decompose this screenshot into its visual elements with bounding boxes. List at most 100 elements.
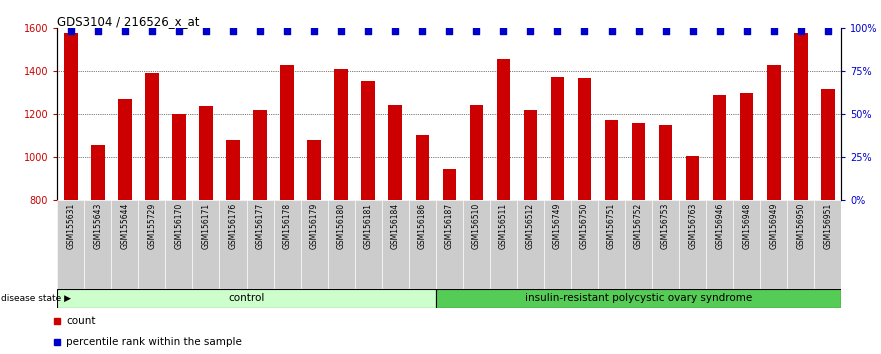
Point <box>307 28 322 34</box>
Bar <box>57 200 85 289</box>
Point <box>280 28 294 34</box>
Bar <box>497 59 510 200</box>
Text: disease state ▶: disease state ▶ <box>1 294 71 303</box>
Bar <box>788 200 814 289</box>
Point <box>144 28 159 34</box>
Text: GSM156511: GSM156511 <box>499 202 507 249</box>
Text: GDS3104 / 216526_x_at: GDS3104 / 216526_x_at <box>57 15 200 28</box>
Point <box>253 28 267 34</box>
Text: GSM156750: GSM156750 <box>580 202 589 249</box>
Bar <box>111 200 138 289</box>
Bar <box>91 145 105 200</box>
Text: insulin-resistant polycystic ovary syndrome: insulin-resistant polycystic ovary syndr… <box>525 293 752 303</box>
Text: percentile rank within the sample: percentile rank within the sample <box>66 337 242 348</box>
Bar <box>226 140 240 200</box>
Text: GSM156170: GSM156170 <box>174 202 183 249</box>
Bar <box>625 200 652 289</box>
Bar <box>713 95 727 200</box>
Bar <box>760 200 788 289</box>
Point <box>523 28 537 34</box>
Bar <box>652 200 679 289</box>
Bar <box>659 125 672 200</box>
Bar <box>118 99 131 200</box>
Bar <box>145 73 159 200</box>
Text: GSM156948: GSM156948 <box>742 202 751 249</box>
Bar <box>490 200 517 289</box>
Bar <box>686 156 700 200</box>
Text: GSM156512: GSM156512 <box>526 202 535 249</box>
Bar <box>463 200 490 289</box>
Text: GSM156184: GSM156184 <box>391 202 400 249</box>
Point <box>118 28 132 34</box>
Bar <box>632 123 645 200</box>
Bar <box>199 105 212 200</box>
Point <box>496 28 510 34</box>
Bar <box>355 200 381 289</box>
Bar <box>598 200 625 289</box>
Point <box>577 28 591 34</box>
Text: GSM156753: GSM156753 <box>661 202 670 249</box>
Point <box>766 28 781 34</box>
Bar <box>166 200 192 289</box>
Text: GSM155644: GSM155644 <box>121 202 130 249</box>
Text: GSM156181: GSM156181 <box>364 202 373 249</box>
Text: GSM156946: GSM156946 <box>715 202 724 249</box>
Bar <box>470 104 483 200</box>
Bar <box>794 33 808 200</box>
Bar <box>361 81 375 200</box>
Point <box>91 28 105 34</box>
Bar <box>767 65 781 200</box>
Point <box>172 28 186 34</box>
Bar <box>517 200 544 289</box>
Bar <box>442 169 456 200</box>
Bar <box>436 200 463 289</box>
Bar <box>64 33 78 200</box>
Text: GSM156177: GSM156177 <box>255 202 264 249</box>
Point <box>415 28 429 34</box>
Point <box>713 28 727 34</box>
Text: GSM155631: GSM155631 <box>66 202 75 249</box>
Point <box>63 28 78 34</box>
Bar <box>740 93 753 200</box>
Bar <box>733 200 760 289</box>
Bar <box>85 200 111 289</box>
Text: GSM155729: GSM155729 <box>147 202 157 249</box>
Bar <box>254 110 267 200</box>
Point <box>740 28 754 34</box>
Bar <box>328 200 355 289</box>
Bar <box>551 76 564 200</box>
Bar <box>381 200 409 289</box>
Bar <box>57 289 436 308</box>
Text: GSM156751: GSM156751 <box>607 202 616 249</box>
Bar <box>172 114 186 200</box>
Text: GSM156186: GSM156186 <box>418 202 426 249</box>
Text: GSM155643: GSM155643 <box>93 202 102 249</box>
Bar <box>814 200 841 289</box>
Bar <box>219 200 247 289</box>
Point <box>470 28 484 34</box>
Text: GSM156176: GSM156176 <box>228 202 238 249</box>
Point <box>361 28 375 34</box>
Bar <box>192 200 219 289</box>
Bar <box>416 135 429 200</box>
Bar <box>821 90 834 200</box>
Point <box>551 28 565 34</box>
Text: GSM156951: GSM156951 <box>824 202 833 249</box>
Bar <box>679 200 707 289</box>
Text: GSM156949: GSM156949 <box>769 202 778 249</box>
Point <box>334 28 348 34</box>
Text: GSM156763: GSM156763 <box>688 202 697 249</box>
Bar <box>280 65 294 200</box>
Bar <box>307 140 321 200</box>
Point <box>685 28 700 34</box>
Bar <box>247 200 274 289</box>
Text: GSM156510: GSM156510 <box>472 202 481 249</box>
Bar <box>571 200 598 289</box>
Point <box>389 28 403 34</box>
Bar <box>335 69 348 200</box>
Bar <box>578 78 591 200</box>
Point <box>226 28 240 34</box>
Bar <box>409 200 436 289</box>
Bar <box>707 200 733 289</box>
Point <box>442 28 456 34</box>
